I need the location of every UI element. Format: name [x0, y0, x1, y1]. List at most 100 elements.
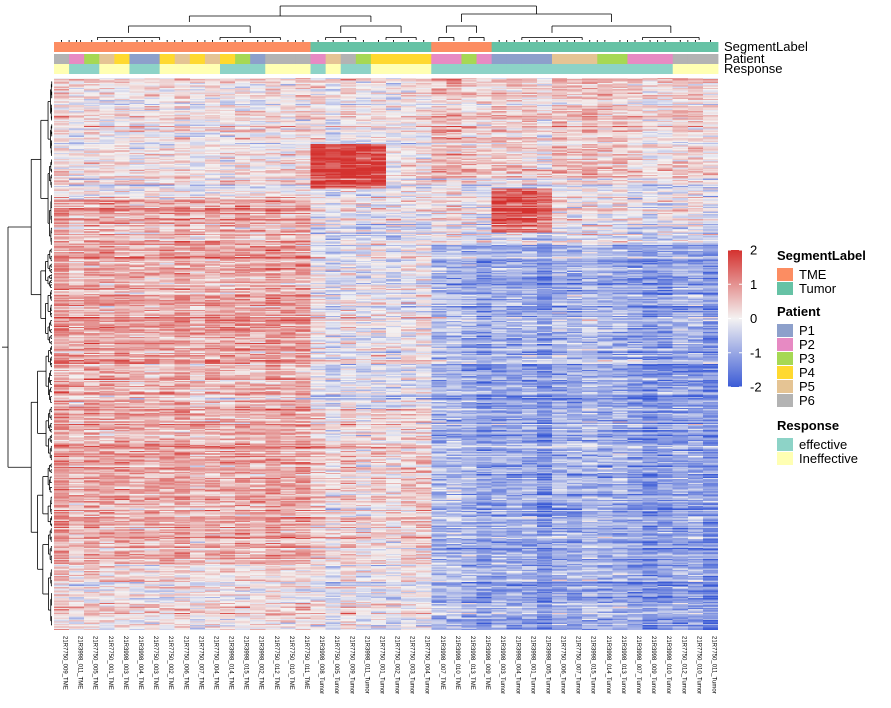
annotation-cell: [204, 42, 221, 52]
annotation-cell: [114, 54, 130, 64]
annotation-cell: [672, 42, 689, 52]
column-label: 21R7750_009_Tumor: [348, 636, 354, 694]
column-label: 21R7750_001_TME: [107, 636, 113, 690]
annotation-cell: [370, 64, 387, 74]
column-label: 21R7750_003_TME: [152, 636, 158, 690]
annotation-cell: [491, 42, 508, 52]
legend-swatch: [777, 282, 793, 295]
color-scale-tick-label: 2: [750, 243, 757, 258]
annotation-cell: [476, 64, 493, 74]
annotation-cell: [687, 54, 704, 64]
annotation-cell: [597, 64, 613, 74]
legend-swatch: [777, 394, 793, 407]
column-label: 21R7750_007_TME: [197, 636, 203, 690]
annotation-cell: [491, 64, 508, 74]
heatmap-cells: [54, 78, 718, 630]
annotation-cell: [657, 54, 674, 64]
legend-item-label: P4: [799, 365, 815, 380]
column-label: 21R3998_004_TME: [137, 636, 143, 690]
annotation-cell: [310, 42, 327, 52]
annotation-cell: [250, 54, 266, 64]
column-label: 21R7750_004_Tumor: [424, 636, 430, 694]
annotation-cell: [627, 42, 643, 52]
annotation-cell: [69, 64, 85, 74]
legend-swatch: [777, 366, 793, 379]
column-label: 21R7750_002_Tumor: [394, 636, 400, 694]
annotation-cell: [265, 64, 281, 74]
annotation-cell: [159, 42, 176, 52]
annotation-cell: [295, 54, 311, 64]
annotation-cell: [567, 64, 583, 74]
annotation-cell: [159, 64, 176, 74]
annotation-cell: [461, 64, 477, 74]
annotation-cell: [461, 54, 477, 64]
annotation-cell: [235, 54, 251, 64]
annotation-cell: [265, 42, 281, 52]
annotation-cell: [582, 64, 598, 74]
annotation-cell: [597, 42, 613, 52]
column-label: 21R7750_011_TME: [303, 636, 309, 689]
annotation-cell: [446, 54, 462, 64]
annotation-cell: [310, 54, 327, 64]
annotation-cell: [159, 54, 176, 64]
annotation-cell: [295, 64, 311, 74]
annotation-cell: [672, 64, 689, 74]
annotation-cell: [431, 42, 447, 52]
annotation-cell: [204, 54, 221, 64]
column-label: 21R7750_010_TME: [288, 636, 294, 690]
annotation-cell: [99, 42, 115, 52]
annotation-cell: [521, 54, 538, 64]
column-label: 21R7750_005_Tumor: [333, 636, 339, 694]
annotation-cell: [702, 42, 719, 52]
column-label: 21R3998_014_TME: [228, 636, 234, 690]
annotation-cell: [687, 64, 704, 74]
annotation-track-labels: SegmentLabel Patient Response: [724, 39, 808, 76]
annotation-cell: [310, 64, 327, 74]
color-scale-tick-label: -2: [750, 380, 762, 395]
legend-item-label: effective: [799, 437, 847, 452]
color-scale-legend: 2 1 0 -1 -2: [728, 243, 762, 395]
annotation-cell: [54, 42, 70, 52]
legend-item-label: Ineffective: [799, 451, 858, 466]
annotation-cell: [129, 64, 145, 74]
column-label: 21R7750_002_TME: [167, 636, 173, 690]
legend-item-label: P5: [799, 379, 815, 394]
column-label: 21R3998_002_TME: [258, 636, 264, 690]
annotation-cell: [642, 42, 659, 52]
annotation-cell: [476, 42, 493, 52]
column-label: 21R7750_010_Tumor: [695, 636, 701, 694]
legend-item-label: P3: [799, 351, 815, 366]
column-label: 21R7750_006_TME: [182, 636, 188, 690]
annotation-cell: [431, 64, 447, 74]
legend-title: SegmentLabel: [777, 248, 866, 263]
annotation-cell: [612, 64, 628, 74]
column-label: 21R3998_010_Tumor: [665, 636, 671, 694]
annotation-cell: [280, 54, 296, 64]
annotation-cell: [416, 54, 432, 64]
annotation-cell: [627, 54, 643, 64]
annotation-cell: [521, 42, 538, 52]
annotation-cell: [370, 54, 387, 64]
annotation-cell: [567, 54, 583, 64]
legend-swatch: [777, 438, 793, 451]
legend-swatch: [777, 352, 793, 365]
legend-item-label: P2: [799, 337, 815, 352]
annotation-cell: [69, 42, 85, 52]
annotation-cell: [189, 42, 206, 52]
annotation-cell: [476, 54, 493, 64]
annotation-cell: [552, 64, 568, 74]
color-scale-tick-label: 0: [750, 311, 757, 326]
column-label: 21R7750_004_TME: [212, 636, 218, 690]
annotation-cell: [657, 64, 674, 74]
annotation-cell: [174, 64, 191, 74]
annotation-cell: [250, 64, 266, 74]
annotation-cell: [401, 42, 417, 52]
annotation-cell: [144, 64, 161, 74]
legend-swatch: [777, 268, 793, 281]
column-label: 21R7750_006_Tumor: [560, 636, 566, 694]
annotation-cell: [325, 64, 342, 74]
column-label: 21R3998_009_TME: [484, 636, 490, 690]
column-label: 21R7750_009_TME: [62, 636, 68, 690]
annotation-cell: [189, 64, 206, 74]
annotation-cell: [612, 54, 628, 64]
